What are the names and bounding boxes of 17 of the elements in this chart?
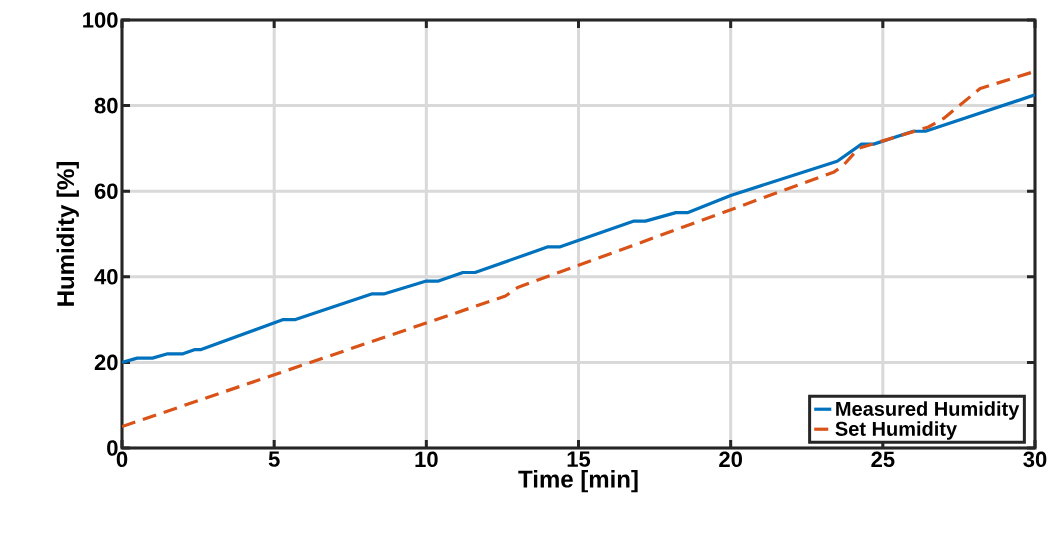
y-tick-label: 80 bbox=[94, 97, 118, 114]
x-tick-label: 15 bbox=[567, 451, 591, 467]
x-tick-label: 20 bbox=[719, 451, 742, 468]
y-tick-label: 0 bbox=[107, 440, 118, 456]
y-tick-label: 40 bbox=[94, 268, 118, 285]
line-series bbox=[122, 93, 1035, 364]
x-tick-label: 10 bbox=[415, 451, 438, 468]
legend-label: Measured Humidity bbox=[836, 401, 1020, 420]
x-axis-title: Time [min] bbox=[518, 469, 638, 493]
y-axis-title: Humidity [%] bbox=[56, 162, 79, 306]
legend-label: Set Humidity bbox=[835, 421, 957, 440]
x-tick-label: 25 bbox=[871, 451, 895, 468]
x-tick-label: 30 bbox=[1023, 451, 1047, 468]
y-tick-label: 20 bbox=[94, 354, 118, 371]
y-tick-label: 60 bbox=[94, 183, 118, 199]
x-tick-label: 5 bbox=[268, 451, 280, 467]
y-tick-label: 100 bbox=[83, 12, 118, 28]
